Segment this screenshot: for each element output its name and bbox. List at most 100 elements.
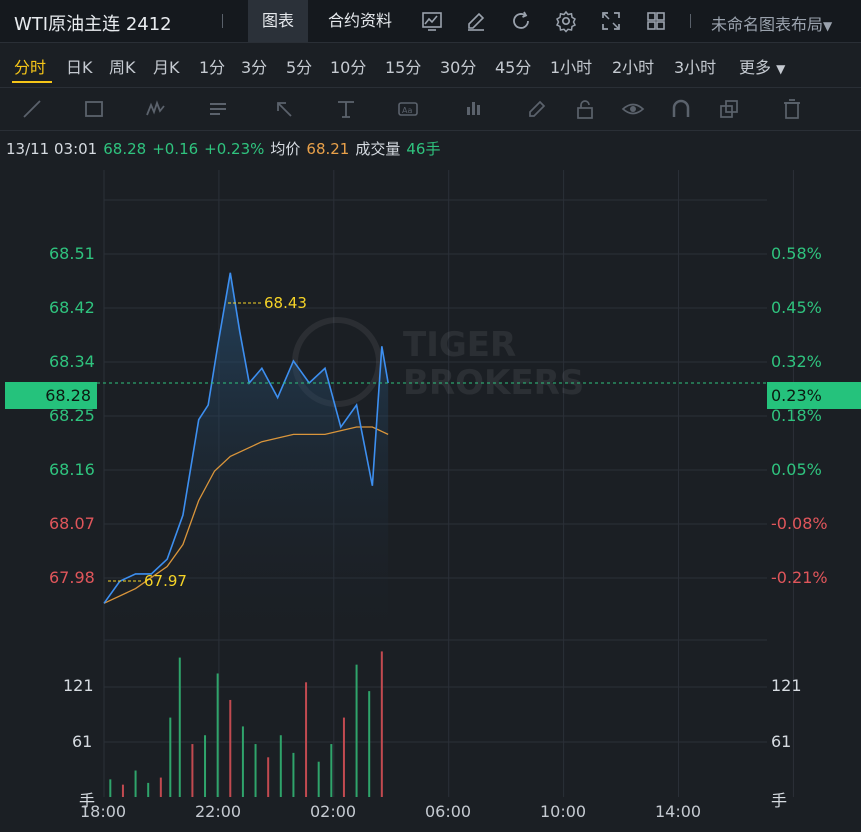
instrument-title: WTI原油主连 2412 bbox=[14, 14, 172, 35]
period-30m[interactable]: 30分 bbox=[440, 58, 477, 77]
y-right-tick: 0.58% bbox=[771, 244, 822, 263]
volume-bar bbox=[178, 657, 181, 797]
y-left-tick: 68.16 bbox=[49, 460, 95, 479]
volume-tick-right: 121 bbox=[771, 676, 802, 695]
current-price-tag: 68.28 bbox=[5, 382, 97, 409]
volume-bar bbox=[191, 744, 194, 797]
period-1h[interactable]: 1小时 bbox=[550, 58, 593, 77]
quote-price: 68.28 bbox=[103, 140, 147, 158]
lock-icon[interactable] bbox=[573, 97, 597, 121]
tab-contract-info[interactable]: 合约资料 bbox=[328, 11, 393, 30]
y-right-tick: 0.05% bbox=[771, 460, 822, 479]
eye-icon[interactable] bbox=[621, 97, 645, 121]
period-2h[interactable]: 2小时 bbox=[612, 58, 655, 77]
title-separator bbox=[222, 14, 223, 28]
volume-unit-left: 手 bbox=[79, 791, 96, 810]
layers-icon[interactable] bbox=[717, 97, 741, 121]
volume-bar bbox=[147, 782, 150, 797]
layout-label: 未命名图表布局 bbox=[711, 15, 824, 34]
volume-label: 成交量 bbox=[355, 140, 401, 158]
y-right-tick: 0.18% bbox=[771, 406, 822, 425]
top-bar: WTI原油主连 2412 图表 合约资料 未命名图表布局▼ bbox=[0, 0, 861, 43]
draw-icon[interactable] bbox=[464, 9, 488, 33]
price-range-tool-icon[interactable] bbox=[334, 97, 358, 121]
period-more-label: 更多 bbox=[739, 58, 772, 77]
text-label-tool-icon[interactable]: Aa bbox=[396, 97, 420, 121]
volume-bar bbox=[159, 777, 162, 797]
volume-bar bbox=[121, 784, 124, 797]
volume-bar bbox=[317, 761, 320, 797]
y-left-tick: 68.34 bbox=[49, 352, 95, 371]
y-right-tick: 0.45% bbox=[771, 298, 822, 317]
volume-bar bbox=[292, 752, 295, 797]
volume-bar bbox=[134, 770, 137, 797]
x-tick: 10:00 bbox=[540, 802, 587, 821]
wave-tool-icon[interactable] bbox=[144, 97, 168, 121]
period-3h[interactable]: 3小时 bbox=[674, 58, 717, 77]
magnet-icon[interactable] bbox=[669, 97, 693, 121]
x-tick: 06:00 bbox=[425, 802, 472, 821]
price-line bbox=[103, 272, 389, 604]
low-price-label: 67.97 bbox=[144, 572, 187, 590]
period-15m[interactable]: 15分 bbox=[385, 58, 422, 77]
average-price-line bbox=[103, 426, 389, 604]
period-10m[interactable]: 10分 bbox=[330, 58, 367, 77]
trash-icon[interactable] bbox=[780, 97, 804, 121]
text-list-tool-icon[interactable] bbox=[206, 97, 230, 121]
period-5m[interactable]: 5分 bbox=[286, 58, 313, 77]
period-more[interactable]: 更多 ▼ bbox=[739, 54, 785, 78]
x-tick: 22:00 bbox=[195, 802, 242, 821]
volume-bar bbox=[267, 757, 270, 797]
y-left-tick: 67.98 bbox=[49, 568, 95, 587]
chevron-down-icon: ▼ bbox=[823, 19, 833, 33]
layout-separator bbox=[690, 14, 691, 28]
y-right-tick: 0.32% bbox=[771, 352, 822, 371]
volume-bar bbox=[279, 735, 282, 797]
volume-bar bbox=[254, 744, 257, 797]
measure-tool-icon[interactable] bbox=[462, 97, 486, 121]
active-period-underline bbox=[12, 81, 52, 83]
settings-icon[interactable] bbox=[554, 9, 578, 33]
volume-bar bbox=[305, 682, 308, 797]
pencil-icon[interactable] bbox=[525, 97, 549, 121]
volume-tick-right: 61 bbox=[771, 732, 792, 751]
svg-text:Aa: Aa bbox=[402, 106, 412, 115]
period-45m[interactable]: 45分 bbox=[495, 58, 532, 77]
fullscreen-icon[interactable] bbox=[599, 9, 623, 33]
grid-layout-icon[interactable] bbox=[644, 9, 668, 33]
volume-bar bbox=[169, 717, 172, 797]
period-intraday[interactable]: 分时 bbox=[14, 58, 47, 77]
y-left-tick: 68.25 bbox=[49, 406, 95, 425]
rectangle-tool-icon[interactable] bbox=[82, 97, 106, 121]
period-1m[interactable]: 1分 bbox=[199, 58, 226, 77]
quote-change-pct: +0.23% bbox=[204, 140, 265, 158]
arrow-tool-icon[interactable] bbox=[272, 97, 296, 121]
volume-bar bbox=[109, 779, 112, 797]
volume-tick-left: 61 bbox=[72, 732, 93, 751]
watermark-line-1: TIGER bbox=[403, 325, 516, 365]
chart-indicator-icon[interactable] bbox=[420, 9, 444, 33]
period-week[interactable]: 周K bbox=[109, 58, 136, 77]
volume-bars bbox=[109, 651, 383, 797]
y-right-tick: -0.08% bbox=[771, 514, 828, 533]
y-right-tick: -0.21% bbox=[771, 568, 828, 587]
volume-bar bbox=[216, 673, 219, 797]
period-month[interactable]: 月K bbox=[153, 58, 180, 77]
layout-dropdown[interactable]: 未命名图表布局▼ bbox=[711, 11, 832, 35]
period-day[interactable]: 日K bbox=[66, 58, 93, 77]
quote-change: +0.16 bbox=[152, 140, 199, 158]
line-tool-icon[interactable] bbox=[20, 97, 44, 121]
period-3m[interactable]: 3分 bbox=[241, 58, 268, 77]
volume-bar bbox=[342, 717, 345, 797]
refresh-icon[interactable] bbox=[509, 9, 533, 33]
drawing-toolbar: Aa bbox=[0, 88, 861, 131]
tab-chart[interactable]: 图表 bbox=[248, 0, 309, 42]
avg-label: 均价 bbox=[270, 140, 301, 158]
volume-bar bbox=[368, 691, 371, 797]
volume-bar bbox=[229, 699, 232, 797]
avg-value: 68.21 bbox=[306, 140, 350, 158]
quote-time: 13/11 03:01 bbox=[6, 140, 98, 158]
chevron-down-icon: ▼ bbox=[776, 62, 786, 76]
volume-value: 46手 bbox=[406, 140, 441, 158]
